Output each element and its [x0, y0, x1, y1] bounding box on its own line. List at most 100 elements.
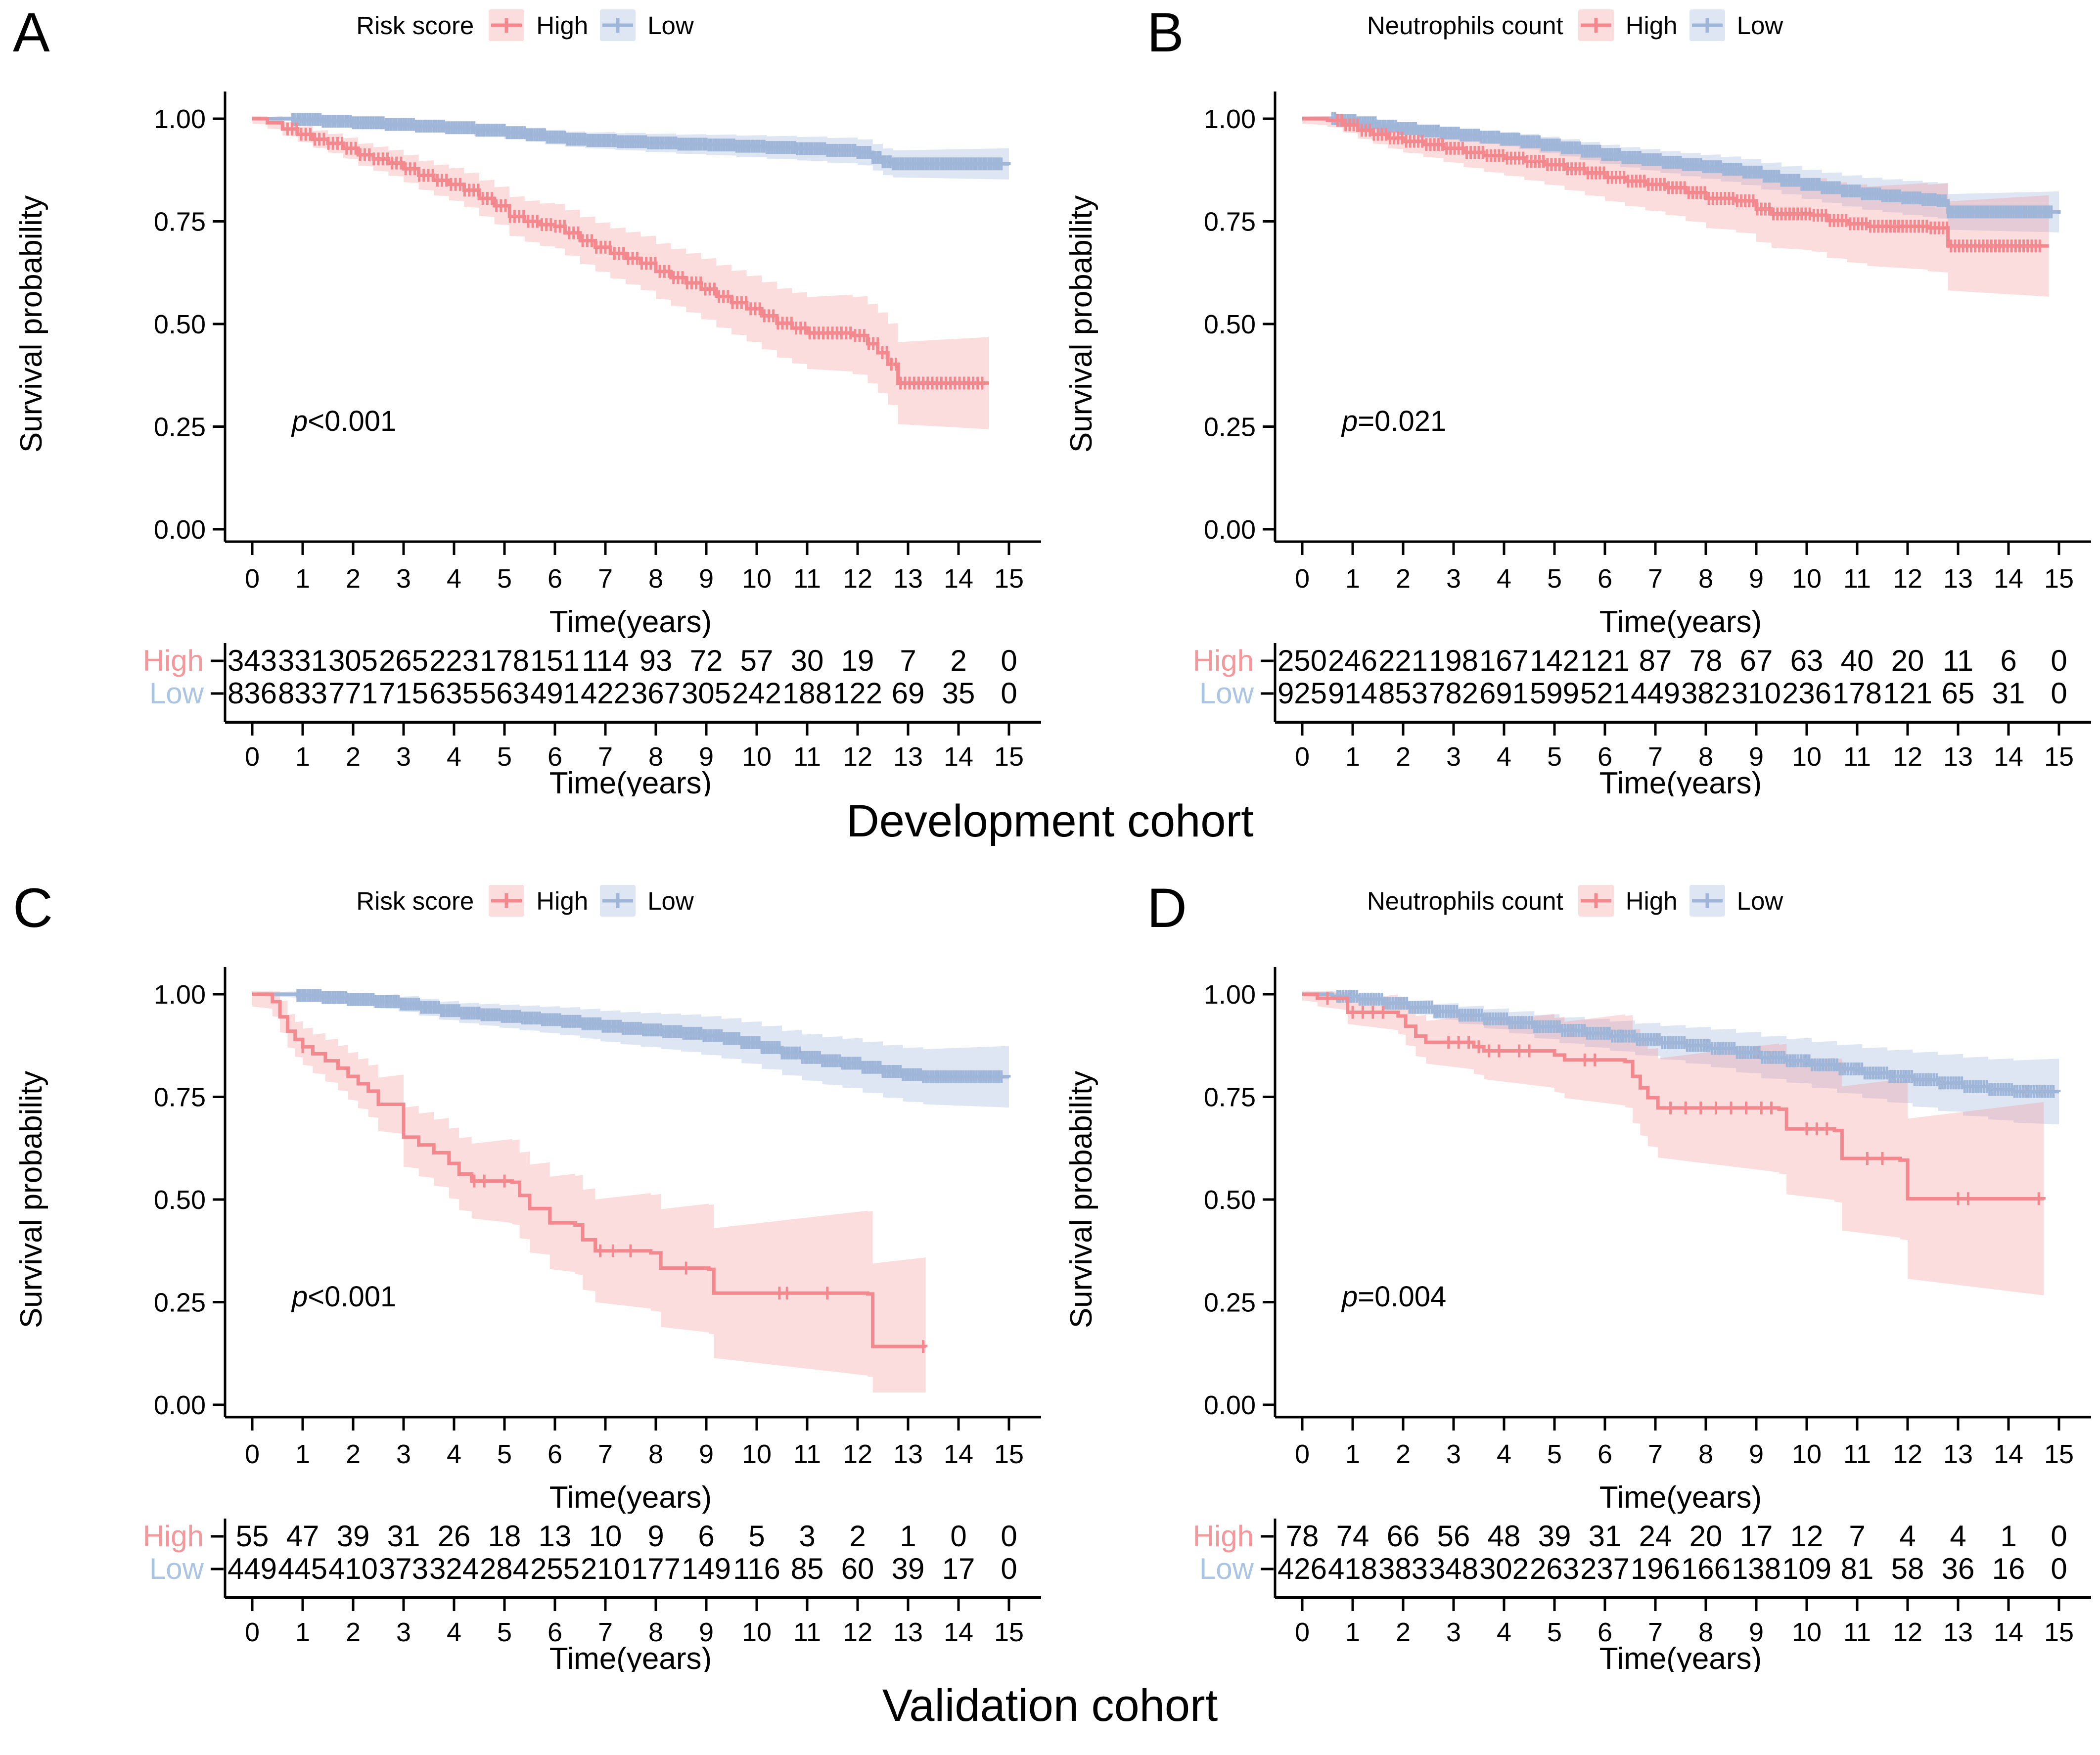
x-tick-label: 14 — [944, 1439, 973, 1469]
x-tick-label: 8 — [648, 1439, 663, 1469]
risk-x-tick-label: 1 — [1345, 742, 1360, 772]
risk-count: 19 — [841, 644, 874, 677]
risk-count: 0 — [2051, 677, 2067, 710]
x-tick-label: 12 — [1893, 1439, 1922, 1469]
risk-x-tick-label: 8 — [648, 742, 663, 772]
p-value-label: p=0.004 — [1341, 1281, 1446, 1313]
risk-x-tick-label: 7 — [1648, 1617, 1663, 1647]
x-tick-label: 1 — [295, 564, 310, 594]
x-tick-label: 15 — [2044, 1439, 2074, 1469]
legend-key-high-icon — [1578, 9, 1614, 41]
x-tick-label: 12 — [843, 564, 872, 594]
x-tick-label: 5 — [497, 564, 512, 594]
risk-x-tick-label: 0 — [1295, 742, 1310, 772]
legend-label-low: Low — [647, 11, 694, 40]
x-tick-label: 10 — [1792, 1439, 1822, 1469]
km-confidence-band-low — [252, 991, 1009, 1108]
risk-x-tick-label: 14 — [1994, 742, 2023, 772]
risk-x-tick-label: 14 — [1994, 1617, 2023, 1647]
risk-count: 382 — [1681, 677, 1731, 710]
x-tick-label: 5 — [1547, 564, 1562, 594]
risk-x-tick-label: 2 — [346, 742, 361, 772]
risk-count: 87 — [1639, 644, 1672, 677]
risk-count: 121 — [1883, 677, 1932, 710]
x-tick-label: 3 — [1446, 564, 1461, 594]
legend-label-high: High — [1625, 886, 1678, 915]
risk-x-tick-label: 1 — [295, 742, 310, 772]
risk-x-tick-label: 9 — [1749, 742, 1764, 772]
risk-x-tick-label: 4 — [1497, 1617, 1511, 1647]
risk-count: 0 — [950, 1520, 966, 1553]
risk-count: 0 — [2051, 1552, 2067, 1585]
risk-count: 149 — [682, 1552, 731, 1585]
risk-count: 410 — [328, 1552, 378, 1585]
risk-x-tick-label: 10 — [1792, 1617, 1822, 1647]
risk-count: 0 — [1001, 677, 1017, 710]
x-tick-label: 14 — [1994, 1439, 2023, 1469]
x-tick-label: 7 — [1648, 1439, 1663, 1469]
risk-count: 39 — [337, 1520, 370, 1553]
x-tick-label: 12 — [843, 1439, 872, 1469]
risk-x-tick-label: 7 — [598, 742, 613, 772]
x-tick-label: 9 — [699, 564, 714, 594]
x-tick-label: 10 — [742, 1439, 772, 1469]
risk-count: 782 — [1429, 677, 1478, 710]
legend-title: Neutrophils count — [1367, 886, 1563, 915]
risk-count: 853 — [1378, 677, 1428, 710]
x-tick-label: 11 — [1843, 1439, 1871, 1469]
risk-count: 78 — [1286, 1520, 1319, 1553]
x-tick-label: 13 — [1943, 1439, 1973, 1469]
legend-label-low: Low — [647, 886, 694, 915]
y-tick-label: 0.00 — [1204, 515, 1256, 545]
risk-count: 5 — [748, 1520, 765, 1553]
legend-title: Neutrophils count — [1367, 11, 1563, 40]
panel-c: C Risk score High Low 0.00 0.25 0.50 0.75 1.… — [0, 876, 1050, 1672]
risk-x-tick-label: 5 — [1547, 742, 1562, 772]
risk-count: 343 — [228, 644, 277, 677]
km-confidence-band-high — [1302, 116, 2049, 297]
x-tick-label: 1 — [1345, 1439, 1360, 1469]
x-tick-label: 15 — [994, 564, 1024, 594]
risk-x-tick-label: 10 — [742, 1617, 772, 1647]
x-tick-label: 4 — [1497, 1439, 1511, 1469]
risk-count: 0 — [2051, 644, 2067, 677]
risk-count: 691 — [1479, 677, 1529, 710]
risk-row-label-low: Low — [1199, 1552, 1254, 1585]
x-tick-label: 11 — [1843, 564, 1871, 594]
risk-count: 138 — [1732, 1552, 1781, 1585]
x-tick-label: 2 — [1396, 564, 1411, 594]
panel-b: B Neutrophils count High Low 0.00 0.25 0.5… — [1050, 0, 2100, 796]
risk-count: 284 — [480, 1552, 529, 1585]
risk-row-label-low: Low — [149, 677, 204, 710]
x-axis-title: Time(years) — [549, 1480, 712, 1514]
risk-count: 142 — [1530, 644, 1579, 677]
y-tick-label: 0.50 — [1204, 310, 1256, 339]
risk-count: 635 — [429, 677, 479, 710]
x-tick-label: 15 — [994, 1439, 1024, 1469]
risk-count: 422 — [581, 677, 630, 710]
risk-count: 78 — [1689, 644, 1723, 677]
risk-count: 10 — [589, 1520, 622, 1553]
risk-count: 93 — [639, 644, 673, 677]
legend-label-low: Low — [1736, 886, 1783, 915]
x-tick-label: 8 — [1698, 1439, 1713, 1469]
legend-c: Risk score High Low — [0, 882, 1050, 919]
x-tick-label: 14 — [1994, 564, 2023, 594]
risk-count: 236 — [1782, 677, 1831, 710]
panel-letter-b: B — [1147, 1, 1184, 63]
risk-count: 3 — [799, 1520, 815, 1553]
p-value-label: p<0.001 — [291, 1281, 396, 1313]
risk-row-label-high: High — [1193, 644, 1254, 677]
risk-count: 196 — [1631, 1552, 1680, 1585]
risk-count: 151 — [530, 644, 580, 677]
risk-x-tick-label: 12 — [843, 742, 872, 772]
risk-x-tick-label: 9 — [699, 1617, 714, 1647]
risk-count: 188 — [782, 677, 832, 710]
risk-x-tick-label: 10 — [1792, 742, 1822, 772]
risk-count: 16 — [1992, 1552, 2025, 1585]
risk-x-tick-label: 3 — [1446, 742, 1461, 772]
risk-count: 715 — [379, 677, 428, 710]
risk-count: 310 — [1732, 677, 1781, 710]
risk-count: 836 — [228, 677, 277, 710]
